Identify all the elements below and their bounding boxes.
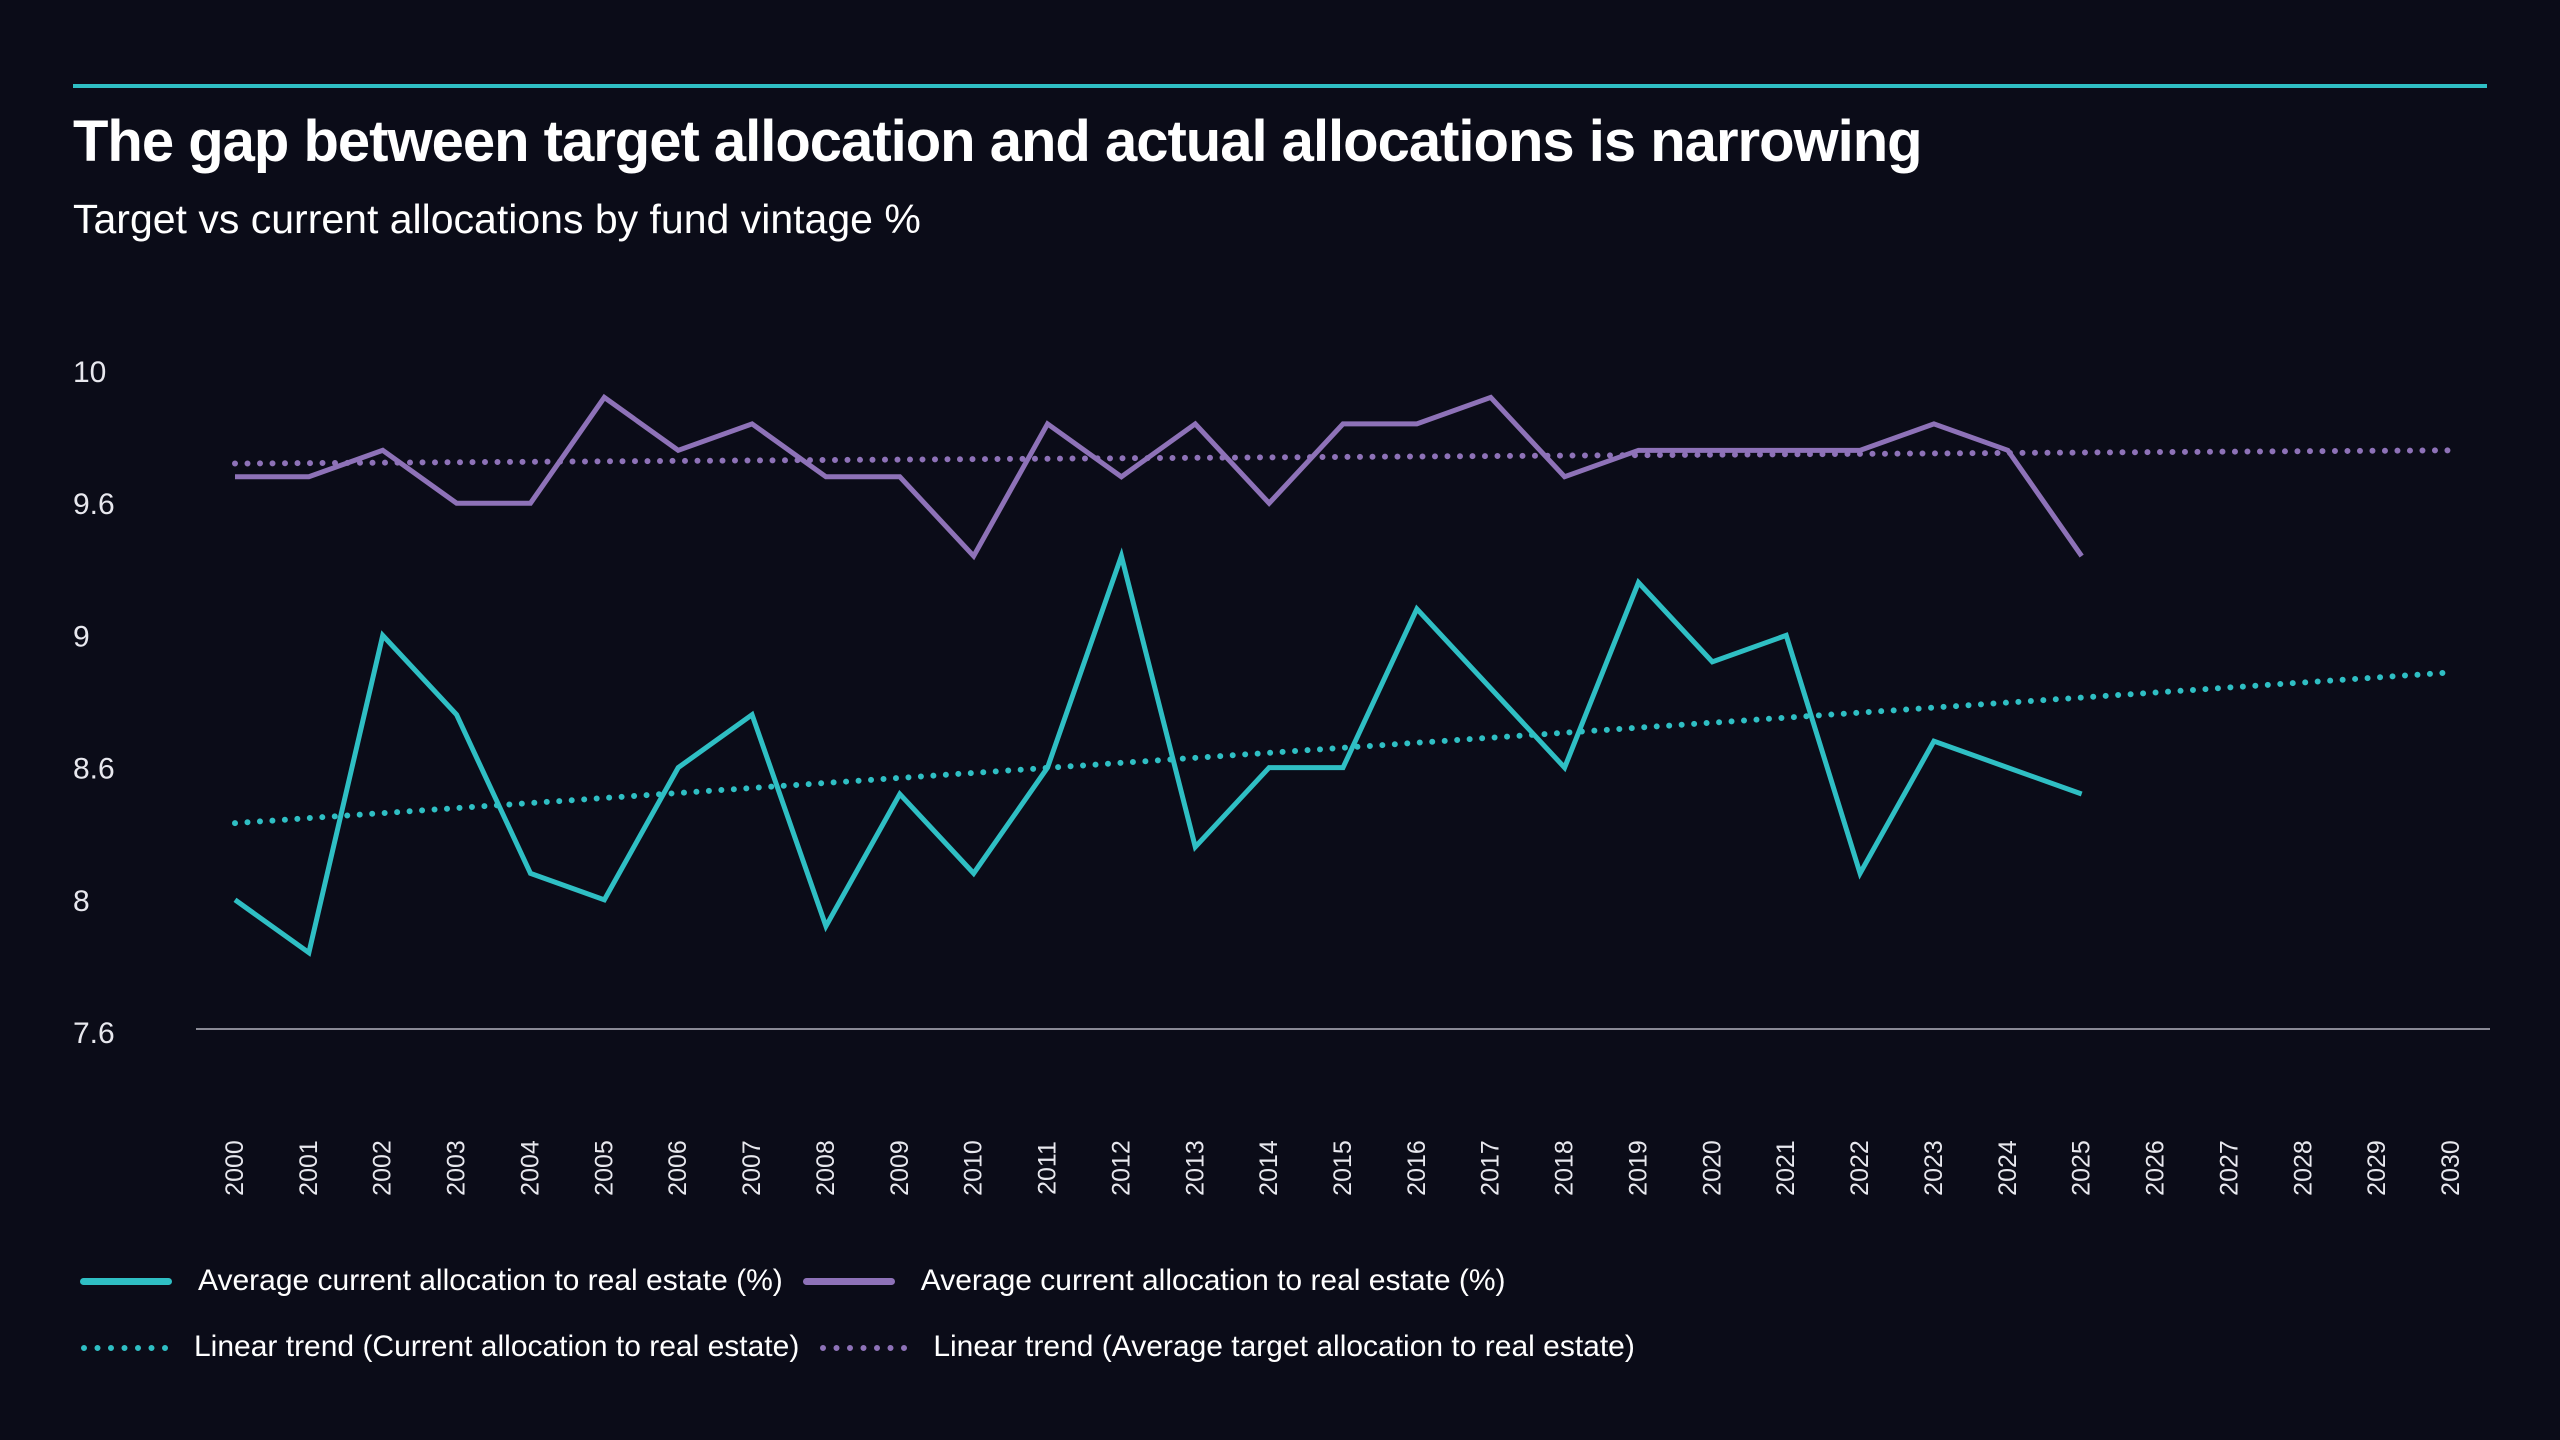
y-tick-label: 8 xyxy=(73,885,90,918)
x-tick-label: 2003 xyxy=(443,1140,471,1196)
legend-swatch-solid-teal xyxy=(80,1277,172,1285)
legend-swatch-solid-purple xyxy=(802,1277,895,1285)
x-tick-label: 2021 xyxy=(1772,1140,1800,1196)
chart-subtitle: Target vs current allocations by fund vi… xyxy=(73,196,921,242)
x-tick-label: 2002 xyxy=(369,1140,397,1196)
legend-item-trend-teal: Linear trend (Current allocation to real… xyxy=(80,1330,819,1364)
x-tick-label: 2008 xyxy=(812,1140,840,1196)
x-tick-label: 2017 xyxy=(1477,1140,1505,1196)
y-tick-label: 9.6 xyxy=(73,488,115,521)
legend-label: Linear trend (Average target allocation … xyxy=(933,1330,1635,1363)
x-tick-label: 2016 xyxy=(1403,1140,1431,1196)
x-tick-label: 2024 xyxy=(1994,1140,2022,1196)
x-tick-label: 2022 xyxy=(1846,1140,1874,1196)
legend-swatch-dotted-purple xyxy=(820,1344,908,1351)
x-tick-label: 2013 xyxy=(1181,1140,1209,1196)
x-tick-label: 2012 xyxy=(1107,1140,1135,1196)
trend-line-2 xyxy=(232,669,2454,827)
legend-row-2: Linear trend (Current allocation to real… xyxy=(80,1330,1655,1364)
legend-label: Average current allocation to real estat… xyxy=(198,1264,783,1297)
chart-title: The gap between target allocation and ac… xyxy=(73,109,1923,174)
legend-item-current-teal: Average current allocation to real estat… xyxy=(80,1264,803,1298)
x-tick-label: 2000 xyxy=(221,1140,249,1196)
x-tick-label: 2005 xyxy=(590,1140,618,1196)
x-tick-label: 2018 xyxy=(1551,1140,1579,1196)
x-tick-label: 2011 xyxy=(1034,1141,1062,1195)
x-tick-label: 2028 xyxy=(2289,1140,2317,1196)
y-tick-label: 7.6 xyxy=(73,1017,115,1050)
legend-row-1: Average current allocation to real estat… xyxy=(80,1264,1526,1298)
y-tick-label: 9 xyxy=(73,620,90,653)
series-line-0 xyxy=(233,547,2083,957)
x-tick-label: 2009 xyxy=(886,1140,914,1196)
x-tick-label: 2030 xyxy=(2437,1140,2465,1196)
x-tick-label: 2029 xyxy=(2363,1140,2391,1196)
x-tick-label: 2023 xyxy=(1920,1140,1948,1196)
legend-item-trend-purple: Linear trend (Average target allocation … xyxy=(819,1330,1655,1364)
x-tick-label: 2014 xyxy=(1255,1140,1283,1196)
x-tick-label: 2001 xyxy=(295,1140,323,1196)
x-tick-label: 2020 xyxy=(1698,1140,1726,1196)
x-tick-label: 2007 xyxy=(738,1140,766,1196)
x-tick-label: 2015 xyxy=(1329,1140,1357,1196)
legend-swatch-dotted-teal xyxy=(81,1344,168,1351)
legend-label: Linear trend (Current allocation to real… xyxy=(194,1330,800,1363)
x-tick-label: 2027 xyxy=(2215,1140,2243,1196)
x-tick-label: 2004 xyxy=(516,1140,544,1196)
x-tick-label: 2019 xyxy=(1624,1140,1652,1196)
top-accent-rule xyxy=(73,84,2487,88)
y-tick-label: 10 xyxy=(73,356,106,389)
x-tick-label: 2025 xyxy=(2068,1140,2096,1196)
x-tick-label: 2026 xyxy=(2142,1140,2170,1196)
x-tick-label: 2010 xyxy=(960,1140,988,1196)
legend-item-current-purple: Average current allocation to real estat… xyxy=(802,1264,1526,1298)
legend-label: Average current allocation to real estat… xyxy=(920,1264,1506,1297)
y-tick-label: 8.6 xyxy=(73,753,115,786)
x-tick-label: 2006 xyxy=(664,1140,692,1196)
series-line-1 xyxy=(235,393,2084,561)
